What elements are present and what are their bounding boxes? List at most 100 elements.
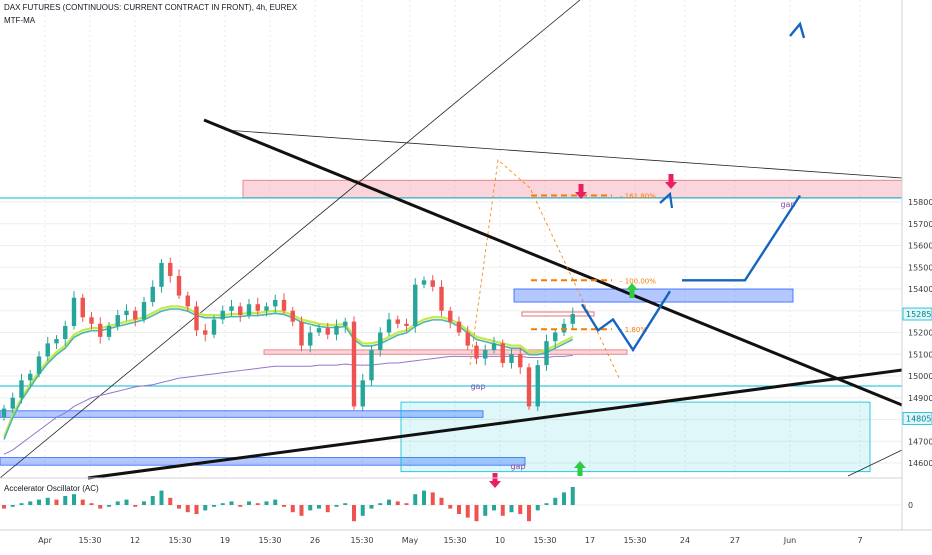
osc-bar-37 — [325, 505, 330, 513]
osc-bar-55 — [483, 505, 488, 516]
osc-bar-43 — [378, 503, 383, 505]
candle-body — [238, 306, 243, 316]
arrow-stem — [629, 290, 635, 298]
osc-bar-28 — [247, 501, 251, 505]
candle-body — [124, 310, 129, 316]
osc-bar-16 — [142, 501, 146, 505]
arrow-stem — [492, 473, 498, 481]
candle-body — [535, 365, 540, 407]
candle-body — [544, 341, 549, 366]
candle-38 — [334, 319, 339, 341]
price-tick-4: 15000 — [908, 372, 932, 381]
candle-28 — [246, 299, 252, 319]
candle-55 — [483, 344, 488, 366]
candle-27 — [238, 302, 243, 322]
candle-body — [386, 319, 392, 333]
osc-bar-47 — [413, 494, 418, 505]
price-tick-8: 15400 — [908, 285, 932, 294]
osc-bar-21 — [185, 505, 190, 513]
candle-50 — [439, 280, 444, 317]
osc-bar-45 — [395, 501, 400, 505]
candle-18 — [159, 258, 164, 293]
candle-body — [281, 299, 287, 311]
candle-body — [80, 297, 85, 318]
candle-16 — [141, 296, 147, 323]
candle-54 — [474, 341, 479, 365]
candle-body — [71, 297, 77, 326]
fib-label-0: - 161.80% — [620, 192, 656, 200]
candle-23 — [203, 323, 208, 342]
candle-body — [343, 321, 348, 326]
projection-arrowhead — [789, 21, 806, 39]
chart-title: DAX FUTURES (CONTINUOUS: CURRENT CONTRAC… — [4, 3, 298, 12]
candle-21 — [185, 291, 190, 311]
sell-arrow-2 — [665, 174, 677, 189]
time-tick-15: 27 — [730, 536, 740, 545]
time-tick-13: 15:30 — [623, 536, 646, 545]
time-tick-11: 15:30 — [533, 536, 556, 545]
time-tick-1: 15:30 — [78, 536, 101, 545]
osc-bar-17 — [150, 496, 155, 505]
candle-14 — [124, 304, 129, 321]
candle-24 — [211, 315, 217, 339]
zone-blue-2 — [0, 457, 526, 466]
candle-body — [141, 302, 147, 320]
candle-body — [290, 310, 295, 322]
candle-2 — [19, 373, 24, 404]
candle-body — [273, 299, 278, 307]
osc-bar-40 — [352, 505, 356, 522]
candle-47 — [413, 278, 418, 333]
candle-40 — [351, 316, 357, 410]
time-tick-9: 15:30 — [443, 536, 466, 545]
candle-body — [194, 306, 199, 331]
osc-bar-46 — [404, 503, 409, 505]
candle-0 — [1, 404, 7, 421]
candle-body — [246, 304, 252, 316]
osc-bar-0 — [2, 505, 6, 509]
candle-62 — [544, 334, 549, 371]
osc-bar-59 — [518, 505, 523, 514]
candle-33 — [290, 306, 295, 327]
sell-arrow-1 — [575, 184, 587, 199]
osc-bar-42 — [369, 505, 374, 509]
candle-body — [1, 408, 7, 418]
osc-bar-24 — [212, 505, 216, 507]
arrow-head — [574, 461, 586, 468]
candle-body — [334, 325, 339, 335]
osc-bar-63 — [553, 497, 558, 505]
indicator-label: MTF-MA — [4, 16, 36, 25]
candle-41 — [360, 373, 365, 412]
candle-body — [430, 280, 435, 287]
osc-bar-36 — [317, 505, 321, 509]
trendline-thick-rising — [87, 368, 903, 480]
projection-arrowhead-mid — [659, 191, 674, 209]
candle-body — [474, 345, 479, 359]
candle-17 — [150, 280, 155, 307]
osc-bar-1 — [10, 505, 15, 507]
candle-body — [308, 332, 313, 346]
candle-32 — [281, 293, 287, 315]
candle-42 — [369, 345, 374, 387]
candle-6 — [54, 335, 59, 350]
oscillator-title: Accelerator Oscillator (AC) — [4, 484, 99, 493]
candle-body — [28, 373, 33, 381]
price-tick-5: 15100 — [908, 350, 932, 359]
candle-body — [325, 328, 330, 335]
candles — [1, 257, 575, 421]
osc-bar-19 — [168, 497, 173, 505]
candle-body — [316, 328, 322, 333]
osc-bar-20 — [177, 505, 181, 509]
arrow-head — [575, 192, 587, 199]
candle-body — [63, 325, 68, 340]
fib-label-1: - 100.00% — [620, 277, 656, 285]
candle-1 — [10, 392, 15, 414]
candle-body — [456, 321, 462, 333]
candle-51 — [448, 306, 453, 329]
candle-5 — [45, 336, 50, 361]
time-tick-10: 10 — [495, 536, 505, 545]
last-price-tag-1: 14805 — [902, 412, 932, 425]
osc-bar-50 — [439, 497, 444, 505]
osc-bar-32 — [282, 505, 286, 507]
